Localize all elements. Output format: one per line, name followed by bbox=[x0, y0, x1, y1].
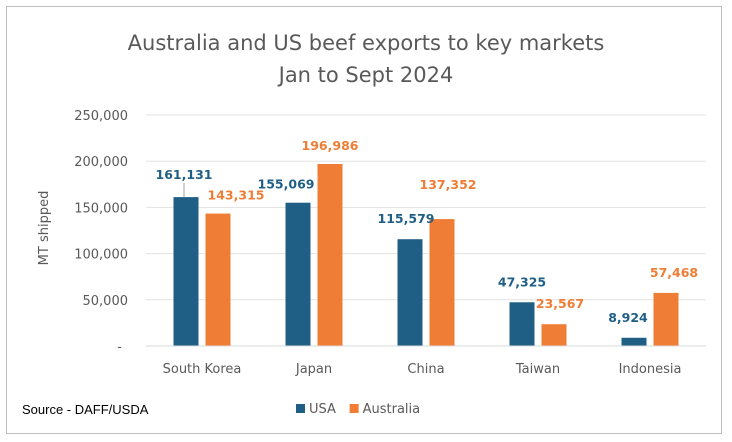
x-tick-label: China bbox=[407, 362, 444, 377]
data-label: 161,131 bbox=[156, 167, 213, 182]
gridlines bbox=[146, 114, 706, 301]
bars bbox=[173, 163, 679, 346]
y-tick-label: 150,000 bbox=[74, 201, 128, 216]
y-axis-ticks: - 50,000 100,000 150,000 200,000 250,000 bbox=[74, 109, 128, 355]
legend-swatch-australia bbox=[349, 404, 359, 413]
data-label: 23,567 bbox=[536, 296, 584, 311]
x-tick-label: Taiwan bbox=[515, 362, 560, 377]
x-tick-label: Japan bbox=[295, 362, 332, 377]
legend-label-australia: Australia bbox=[363, 402, 421, 417]
y-tick-label: 50,000 bbox=[83, 294, 129, 309]
data-label: 115,579 bbox=[378, 211, 435, 226]
bar-usa-japan bbox=[285, 202, 311, 346]
source-note: Source - DAFF/USDA bbox=[22, 402, 149, 417]
bar-usa-china bbox=[397, 239, 423, 346]
data-label: 8,924 bbox=[608, 310, 648, 325]
bar-australia-taiwan bbox=[541, 324, 567, 346]
y-tick-label: 200,000 bbox=[74, 155, 128, 170]
data-label: 143,315 bbox=[208, 188, 265, 203]
chart-title: Australia and US beef exports to key mar… bbox=[128, 31, 605, 55]
data-label: 196,986 bbox=[302, 138, 359, 153]
data-label: 57,468 bbox=[650, 265, 698, 280]
y-axis-label: MT shipped bbox=[37, 191, 52, 266]
chart-frame bbox=[6, 6, 722, 434]
y-tick-label: 250,000 bbox=[74, 109, 128, 124]
x-tick-label: Indonesia bbox=[619, 362, 682, 377]
bar-usa-south-korea bbox=[173, 197, 199, 346]
x-tick-label: South Korea bbox=[163, 362, 242, 377]
data-label: 137,352 bbox=[420, 177, 477, 192]
y-tick-label: 100,000 bbox=[74, 248, 128, 263]
x-axis-ticks: South Korea Japan China Taiwan Indonesia bbox=[163, 362, 682, 377]
bar-australia-south-korea bbox=[205, 213, 231, 346]
bar-australia-indonesia bbox=[653, 292, 679, 346]
legend-swatch-usa bbox=[296, 404, 305, 413]
y-tick-label: - bbox=[117, 340, 122, 355]
legend-label-usa: USA bbox=[309, 402, 336, 417]
bar-australia-japan bbox=[317, 163, 343, 346]
bar-usa-indonesia bbox=[621, 337, 647, 346]
data-label: 155,069 bbox=[258, 177, 315, 192]
bar-usa-taiwan bbox=[509, 302, 535, 346]
bar-australia-china bbox=[429, 219, 455, 346]
legend: USA Australia bbox=[296, 402, 420, 417]
data-label: 47,325 bbox=[498, 274, 546, 289]
chart-subtitle: Jan to Sept 2024 bbox=[277, 63, 454, 87]
